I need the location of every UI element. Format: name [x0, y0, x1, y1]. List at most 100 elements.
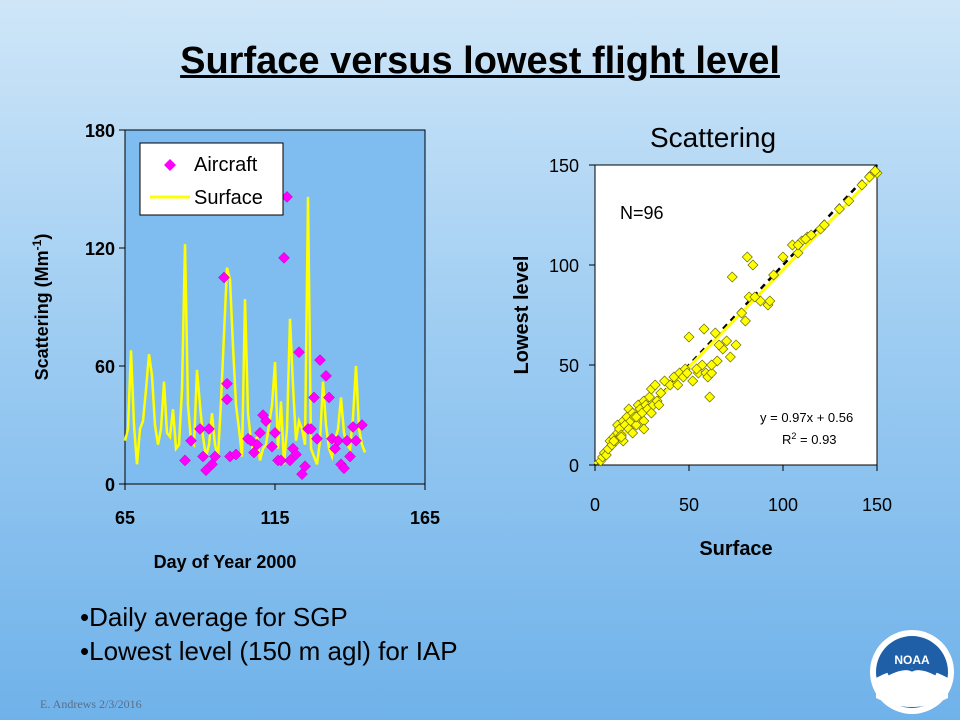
x-tick-label: 115	[260, 508, 289, 528]
aircraft-point	[314, 354, 326, 366]
x-tick-label: 0	[590, 495, 600, 515]
r2-annotation: R2 = 0.93	[782, 431, 837, 447]
scatter-point	[630, 419, 642, 431]
scatter-point	[856, 179, 868, 191]
bullet-item: •Lowest level (150 m agl) for IAP	[80, 636, 458, 666]
aircraft-point	[284, 454, 296, 467]
slide-title: Surface versus lowest flight level	[180, 40, 780, 82]
aircraft-point	[269, 427, 281, 439]
aircraft-point	[338, 462, 350, 475]
scatter-point	[818, 219, 830, 231]
y-tick-label: 120	[85, 239, 115, 259]
scatter-point	[706, 367, 718, 379]
legend-aircraft-marker	[164, 159, 176, 171]
scatter-point	[683, 331, 695, 343]
r2-exponent: 2	[791, 431, 796, 441]
y-tick-label: 0	[105, 475, 115, 495]
y-tick-label: 60	[95, 357, 115, 377]
bullet-list: •Daily average for SGP •Lowest level (15…	[80, 600, 458, 668]
r2-value: = 0.93	[796, 432, 836, 447]
x-tick-label: 165	[410, 508, 440, 528]
scatter-point	[706, 359, 718, 371]
scatter-point	[691, 363, 703, 375]
y-axis-label: Lowest level	[511, 256, 533, 375]
scatter-point	[704, 391, 716, 403]
aircraft-point	[332, 434, 344, 447]
scatter-point	[833, 203, 845, 215]
aircraft-point	[293, 346, 305, 359]
aircraft-point	[308, 391, 320, 404]
aircraft-point	[194, 423, 206, 435]
y-tick-label: 100	[549, 256, 579, 276]
scatter-point	[726, 271, 738, 283]
scatter-point	[709, 327, 721, 339]
aircraft-point	[323, 391, 335, 404]
scatter-point	[630, 411, 642, 423]
scatter-point	[736, 307, 748, 319]
scatter-point	[638, 423, 650, 435]
aircraft-point	[311, 432, 323, 445]
aircraft-point	[341, 434, 353, 447]
scatter-point	[655, 387, 667, 399]
y-tick-label: 180	[85, 121, 115, 141]
y-tick-label: 0	[569, 456, 579, 476]
aircraft-point	[305, 423, 317, 435]
scatter-point	[869, 165, 881, 177]
aircraft-point	[350, 434, 362, 447]
y-tick-label: 50	[559, 356, 579, 376]
aircraft-point	[326, 432, 338, 445]
aircraft-point	[206, 458, 218, 471]
scatter-chart-title: Scattering	[650, 122, 777, 153]
scatter-point	[863, 171, 875, 183]
noaa-logo-text: NOAA	[894, 653, 930, 667]
scatter-point	[749, 291, 761, 303]
scatter-point	[615, 431, 627, 443]
aircraft-point	[275, 454, 287, 467]
scatter-point	[645, 407, 657, 419]
scatter-point	[764, 295, 776, 307]
aircraft-point	[218, 271, 230, 284]
legend-aircraft-label: Aircraft	[194, 154, 258, 176]
scatter-point	[664, 379, 676, 391]
aircraft-point	[254, 427, 266, 439]
n-annotation: N=96	[620, 203, 664, 223]
aircraft-point	[356, 419, 368, 431]
aircraft-point	[344, 450, 356, 463]
y-axis-label-exponent: -1	[30, 239, 44, 250]
scatter-chart: 0 50 100 150 0 50 100 150 N=96 y = 0.97x + 0.56 R2…	[511, 156, 892, 560]
legend-box	[139, 142, 284, 216]
scatter-point	[687, 375, 699, 387]
aircraft-point	[203, 423, 215, 435]
scatter-point	[653, 399, 665, 411]
scatter-point	[681, 367, 693, 379]
aircraft-point	[248, 446, 260, 459]
aircraft-point	[290, 448, 302, 461]
scatter-point	[672, 379, 684, 391]
aircraft-point	[185, 434, 197, 447]
scatter-point	[649, 379, 661, 391]
aircraft-point	[260, 415, 272, 427]
aircraft-point	[197, 450, 209, 463]
aircraft-point	[221, 393, 233, 406]
scatter-point	[741, 251, 753, 263]
footer-credit: E. Andrews 2/3/2016	[40, 697, 142, 711]
scatter-point	[698, 323, 710, 335]
scatter-point	[800, 233, 812, 245]
aircraft-point	[221, 377, 233, 390]
x-tick-label: 50	[679, 495, 699, 515]
x-axis-label: Surface	[699, 538, 772, 560]
scatter-point	[747, 259, 759, 271]
x-tick-label: 65	[115, 508, 135, 528]
y-tick-label: 150	[549, 156, 579, 176]
scatter-point	[792, 247, 804, 259]
scatter-point	[792, 239, 804, 251]
y-axis-label: Scattering (Mm-1)	[30, 234, 52, 381]
equation-annotation: y = 0.97x + 0.56	[760, 410, 853, 425]
aircraft-point	[266, 440, 278, 453]
aircraft-point	[230, 448, 242, 461]
x-tick-label: 150	[862, 495, 892, 515]
scatter-point	[627, 427, 639, 439]
scatter-point	[608, 435, 620, 447]
scatter-point	[739, 315, 751, 327]
aircraft-point	[320, 369, 332, 382]
